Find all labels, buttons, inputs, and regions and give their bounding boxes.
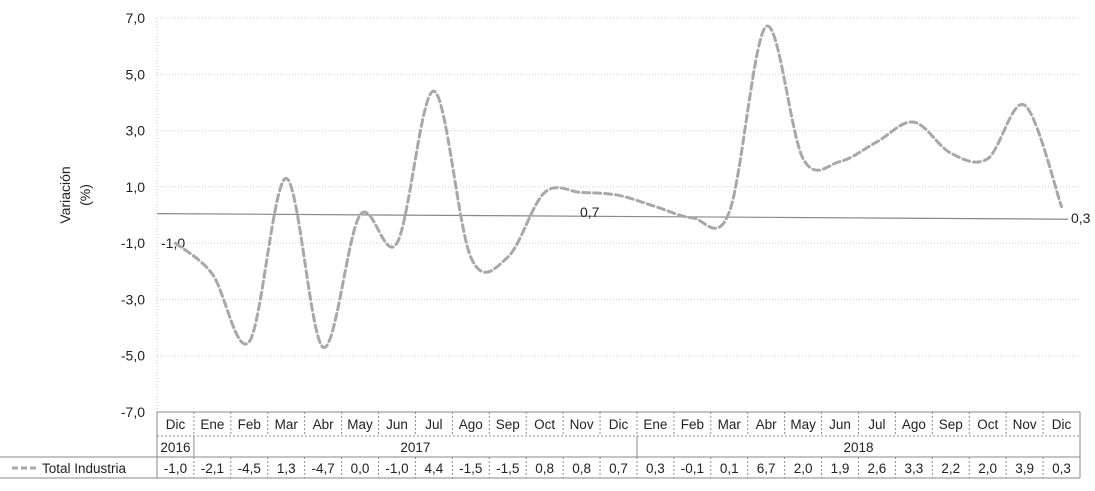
data-table: Dic -1,0 Ene -2,1 Feb -4,5 Mar 1,3 Abr -4,7 May 0,0… [0,411,1081,479]
value-cell: 2,0 [794,461,813,476]
value-cell: -1,0 [164,461,187,476]
value-cell: 6,7 [757,461,776,476]
y-tick-label: -3,0 [121,291,145,307]
y-axis-label-line2: (%) [77,184,93,206]
month-label: Dic [609,417,629,432]
month-label: May [790,417,816,432]
legend-label: Total Industria [42,461,127,476]
value-cell: -0,1 [681,461,704,476]
month-label: Abr [313,417,335,432]
month-label: May [347,417,373,432]
month-label: Ene [200,417,224,432]
month-label: Ene [643,417,667,432]
y-tick-label: -1,0 [121,235,145,251]
series-lines [173,24,1064,349]
value-cell: 0,8 [535,461,554,476]
value-cell: 0,3 [1052,461,1071,476]
value-cell: 1,3 [277,461,296,476]
month-label: Dic [1052,417,1072,432]
y-tick-label: 1,0 [126,179,146,195]
month-label: Sep [939,417,963,432]
y-axis-ticks: 7,0 5,0 3,0 1,0 -1,0 -3,0 -5,0 -7,0 [121,10,145,420]
month-label: Dic [166,417,186,432]
month-label: Oct [534,417,555,432]
value-cell: 2,2 [941,461,960,476]
value-cell: -1,5 [459,461,482,476]
y-tick-label: -7,0 [121,404,145,420]
value-cell: -2,1 [201,461,224,476]
month-label: Ago [459,417,483,432]
month-label: Ago [902,417,926,432]
month-label: Feb [681,417,704,432]
value-cell: 3,3 [904,461,923,476]
value-cell: -1,0 [385,461,408,476]
value-cell: 0,0 [351,461,370,476]
value-cell: 4,4 [425,461,444,476]
month-label: Jun [386,417,408,432]
month-label: Mar [718,417,742,432]
reference-line-path [156,212,1069,220]
month-label: Feb [238,417,261,432]
value-cell: 0,3 [646,461,665,476]
year-label: 2016 [160,440,190,455]
month-label: Jul [868,417,885,432]
value-cell: 1,9 [831,461,850,476]
month-label: Sep [496,417,520,432]
month-label: Oct [977,417,998,432]
y-tick-label: 3,0 [126,123,146,139]
value-cell: 0,7 [609,461,628,476]
reference-label-start: -1,0 [161,235,185,251]
month-label: Mar [275,417,299,432]
year-label: 2018 [843,440,873,455]
month-label: Nov [1013,417,1037,432]
value-cell: -1,5 [496,461,519,476]
year-label: 2017 [400,440,430,455]
value-cell: 2,0 [978,461,997,476]
y-tick-label: 7,0 [126,10,146,26]
y-tick-label: -5,0 [121,348,145,364]
reference-label-mid: 0,7 [580,204,600,220]
value-cell: 2,6 [868,461,887,476]
month-label: Jul [425,417,442,432]
reference-label-end: 0,3 [1071,210,1091,226]
value-cell: 0,1 [720,461,739,476]
value-cell: -4,7 [312,461,335,476]
month-label: Abr [756,417,778,432]
month-label: Nov [570,417,594,432]
y-axis-label-line1: Variación [57,166,73,223]
y-tick-label: 5,0 [126,66,146,82]
value-cell: -4,5 [238,461,261,476]
month-label: Jun [829,417,851,432]
value-cell: 3,9 [1015,461,1034,476]
series-line-total-industria [173,24,1064,349]
value-cell: 0,8 [572,461,591,476]
